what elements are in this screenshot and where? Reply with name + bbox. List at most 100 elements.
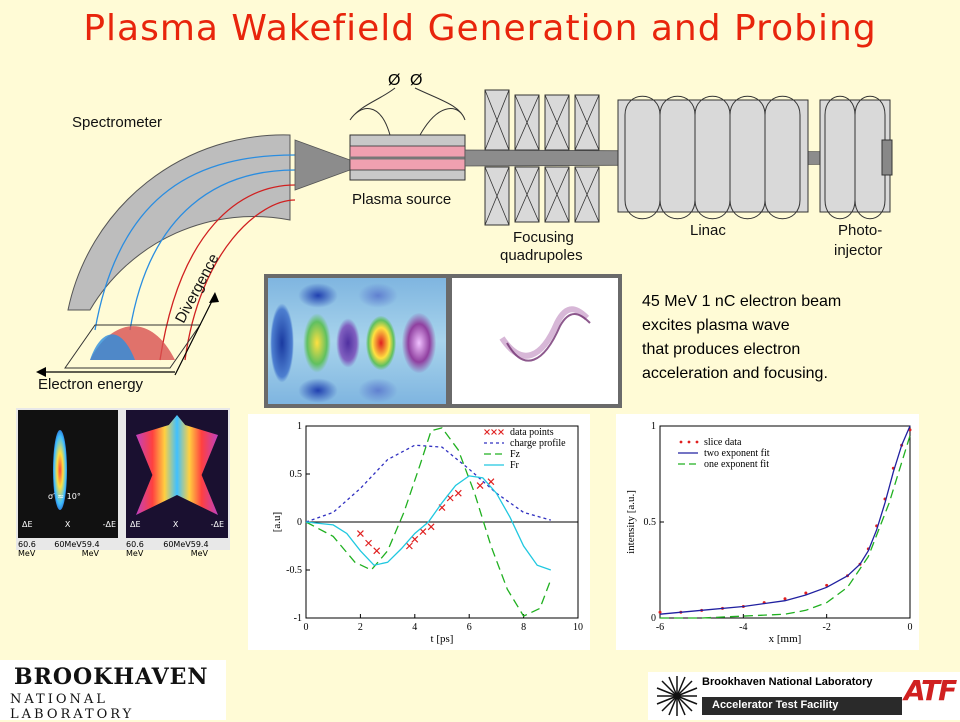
data-points-point <box>419 528 427 536</box>
y-tick-label: 0 <box>297 517 302 528</box>
Fz-line <box>305 427 552 617</box>
energy-left-1: 60.6 MeV <box>18 540 36 558</box>
x-tick-label: -2 <box>822 622 830 633</box>
legend-marker <box>498 429 504 435</box>
y-axis-label: intensity [a.u.] <box>625 490 637 554</box>
bnl-logo-line-2: NATIONAL LABORATORY <box>10 692 135 722</box>
slice-data-point <box>658 610 662 614</box>
y-tick-label: 0 <box>651 613 656 624</box>
description-line-3: that produces electron <box>642 341 801 358</box>
beam-profile-image <box>452 278 618 404</box>
data-points-point <box>427 523 435 531</box>
page-title: Plasma Wakefield Generation and Probing <box>83 8 877 49</box>
de-left-2: X <box>64 520 71 529</box>
bnl-logo-line-1: BROOKHAVEN <box>14 664 209 690</box>
y-tick-label: 1 <box>651 421 656 432</box>
legend-marker <box>484 429 490 435</box>
slice-data-point <box>783 597 787 601</box>
x-tick-label: 4 <box>412 622 417 633</box>
field-chart: 0 2 4 6 8 10 -1 -0.5 0 0.5 1 t [ps] [a.u] data points… <box>248 414 590 650</box>
data-points-point <box>405 542 413 550</box>
x-axis-label: t [ps] <box>431 633 454 645</box>
spectrometer-magnet <box>67 134 291 311</box>
sunburst-icon <box>656 676 698 716</box>
wake-field-image <box>268 278 446 404</box>
linac-label: Linac <box>690 222 726 239</box>
slice-data-point <box>825 583 829 587</box>
de-left-3: -ΔE <box>102 520 116 529</box>
x-tick-label: 2 <box>358 622 363 633</box>
slice-data-point <box>804 591 808 595</box>
y-tick-label: -0.5 <box>286 565 302 576</box>
injector-label: injector <box>834 242 883 259</box>
legend-label: two exponent fit <box>704 448 770 459</box>
legend-marker <box>491 429 497 435</box>
bnl-logo: BROOKHAVEN NATIONAL LABORATORY <box>0 660 226 722</box>
plot-frame <box>659 425 911 619</box>
simulation-images <box>264 274 622 408</box>
y-tick-label: 1 <box>297 421 302 432</box>
de-right-3: -ΔE <box>210 520 224 529</box>
energy-right-2: 60MeV <box>163 540 191 549</box>
legend-marker <box>695 440 699 444</box>
de-left-1: ΔE <box>22 520 33 529</box>
legend-marker <box>687 440 691 444</box>
atf-logo-line-1: Brookhaven National Laboratory <box>702 676 873 688</box>
energy-right-1: 60.6 MeV <box>126 540 144 558</box>
x-tick-label: 6 <box>467 622 472 633</box>
legend-label: Fr <box>510 460 520 471</box>
data-points-point <box>487 478 495 486</box>
y-axis-label: [a.u] <box>271 512 283 532</box>
energy-right-3: 59.4 MeV <box>190 540 209 558</box>
photo-label: Photo- <box>838 222 883 239</box>
description-line-4: acceleration and focusing. <box>642 365 828 382</box>
legend-label: Fz <box>510 449 521 460</box>
spectrometer-label: Spectrometer <box>72 114 163 131</box>
measured-spectra: σ′ ≈ 10° ΔE X -ΔE ΔE X -ΔE 60.6 MeV 60Me… <box>16 408 230 558</box>
legend-marker <box>679 440 683 444</box>
y-tick-label: 0.5 <box>290 469 303 480</box>
data-points-point <box>476 482 484 489</box>
svg-text:Ø: Ø <box>388 72 400 89</box>
one-exponent-fit-line <box>660 435 911 619</box>
focusing-label: Focusing <box>513 229 574 246</box>
legend-label: data points <box>510 427 554 438</box>
Fr-line <box>305 475 552 571</box>
x-tick-label: -4 <box>739 622 747 633</box>
y-tick-label: 0.5 <box>644 517 657 528</box>
atf-logo: Brookhaven National Laboratory Accelerat… <box>648 672 960 720</box>
x-tick-label: 10 <box>573 622 583 633</box>
data-points-point <box>411 535 419 543</box>
x-tick-label: 8 <box>521 622 526 633</box>
data-points-point <box>365 539 372 547</box>
y-tick-label: -1 <box>294 613 302 624</box>
quadrupoles-label: quadrupoles <box>500 247 583 264</box>
description-line-2: excites plasma wave <box>642 317 790 334</box>
atf-logo-line-2: Accelerator Test Facility <box>712 699 839 711</box>
spectrum-image-right: ΔE X -ΔE <box>126 410 228 538</box>
spectrum-image-left: σ′ ≈ 10° ΔE X -ΔE <box>18 410 118 538</box>
energy-left-3: 59.4 MeV <box>81 540 100 558</box>
x-tick-label: 0 <box>304 622 309 633</box>
description-line-1: 45 MeV 1 nC electron beam <box>642 293 842 310</box>
plasma-source-label: Plasma source <box>352 191 452 208</box>
de-right-1: ΔE <box>130 520 141 529</box>
legend-label: slice data <box>704 437 742 448</box>
slice-intensity-chart: -6 -4 -2 0 0 0.5 1 x [mm] intensity [a.u.] slice … <box>616 414 919 650</box>
atf-mark: ATF <box>904 674 957 707</box>
energy-left-2: 60MeV <box>54 540 82 549</box>
x-tick-label: -6 <box>656 622 664 633</box>
sigma-label: σ′ ≈ 10° <box>48 492 81 501</box>
svg-text:Ø: Ø <box>410 72 422 89</box>
de-right-2: X <box>172 520 179 529</box>
electron-energy-label: Electron energy <box>38 376 144 393</box>
description: 45 MeV 1 nC electron beam excites plasma… <box>642 290 841 386</box>
legend-label: charge profile <box>510 438 566 449</box>
two-exponent-fit-line <box>659 425 911 615</box>
data-points-point <box>373 547 381 555</box>
data-points-point <box>356 530 364 537</box>
x-axis-label: x [mm] <box>769 633 802 645</box>
x-tick-label: 0 <box>908 622 913 633</box>
beamline-schematic: Ø Ø <box>36 72 893 377</box>
legend-label: one exponent fit <box>704 459 769 470</box>
